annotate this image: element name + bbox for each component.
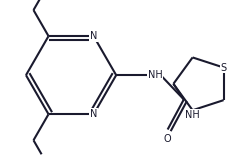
Text: NH: NH (148, 70, 163, 80)
Text: N: N (90, 109, 97, 119)
Text: N: N (90, 31, 97, 41)
Text: S: S (220, 62, 227, 73)
Text: NH: NH (185, 110, 200, 120)
Text: O: O (164, 134, 171, 144)
